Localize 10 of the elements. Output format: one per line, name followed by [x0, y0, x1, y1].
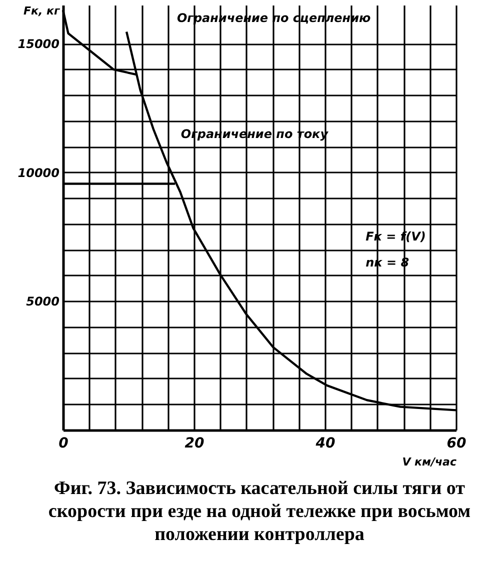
text: Фиг. 73. Зависимость касательной силы тяги от скорости при езде на одной тележке при восьмом положении контроллера: [48, 478, 471, 545]
y-tick-label: 10000: [18, 166, 60, 180]
y-tick-label: 15000: [18, 37, 60, 52]
x-tick-label: 60: [446, 436, 466, 452]
y-axis-title: Fк, кг: [24, 4, 61, 18]
x-tick-label: 40: [314, 436, 336, 452]
x-tick-label: 20: [184, 436, 204, 452]
x-tick-label: 0: [58, 436, 69, 452]
x-axis-title: V км/час: [402, 456, 457, 468]
y-tick-label: 5000: [26, 294, 60, 309]
